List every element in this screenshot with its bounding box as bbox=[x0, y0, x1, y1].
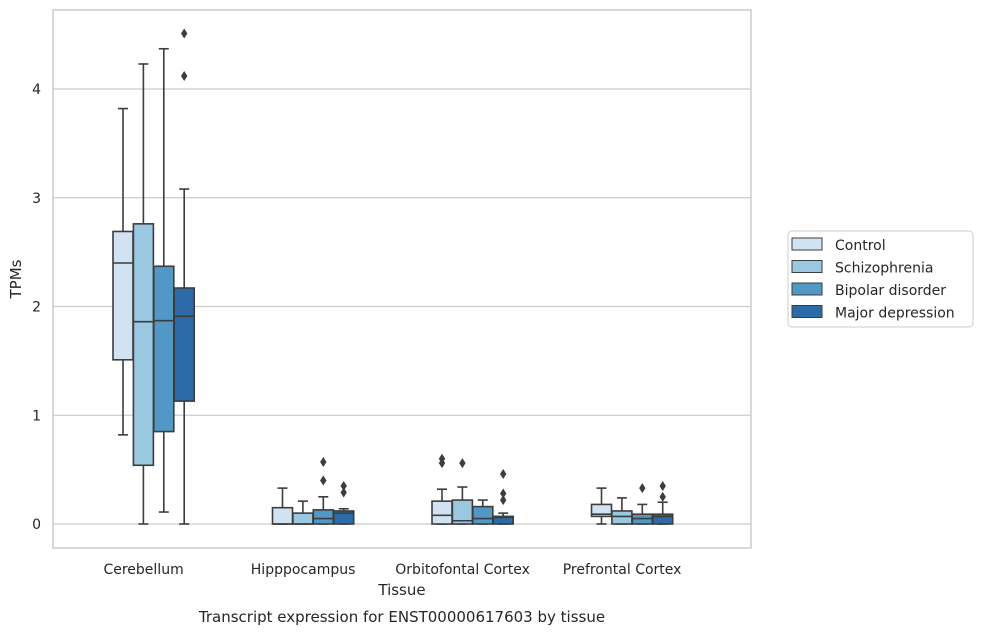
y-tick-label: 0 bbox=[32, 517, 41, 533]
box-major-depression bbox=[332, 480, 355, 525]
outlier-point bbox=[181, 28, 188, 39]
y-tick-label: 1 bbox=[32, 408, 41, 424]
legend-frame bbox=[787, 230, 974, 328]
box-control bbox=[431, 453, 453, 525]
box-schizophrenia bbox=[132, 63, 155, 525]
box-major-depression bbox=[651, 480, 674, 525]
y-axis-label: TPMs bbox=[7, 259, 25, 299]
box-iqr bbox=[153, 265, 175, 433]
box-bipolar-disorder bbox=[471, 499, 494, 525]
legend-swatch bbox=[791, 282, 823, 296]
figure-caption: Transcript expression for ENST0000061760… bbox=[198, 608, 605, 626]
box-bipolar-disorder bbox=[631, 483, 654, 525]
box-schizophrenia bbox=[611, 497, 633, 525]
box-major-depression bbox=[492, 468, 515, 525]
legend-label: Bipolar disorder bbox=[835, 283, 946, 299]
outlier-point bbox=[659, 491, 666, 502]
box-iqr bbox=[431, 500, 453, 525]
outlier-point bbox=[181, 70, 188, 81]
outlier-point bbox=[340, 487, 347, 498]
axes: 0 1 2 3 4 Cerebellum Hipppocampus Orbitofontal … bbox=[32, 82, 681, 578]
outlier-point bbox=[320, 475, 327, 486]
box-iqr bbox=[611, 510, 633, 525]
outlier-point bbox=[438, 453, 446, 464]
outlier-point bbox=[340, 480, 347, 491]
outlier-point bbox=[659, 480, 666, 491]
legend-swatch bbox=[791, 305, 823, 318]
box-iqr bbox=[173, 287, 195, 402]
outlier-point bbox=[320, 457, 327, 468]
x-tick-label: Cerebellum bbox=[103, 562, 183, 578]
plot-frame bbox=[52, 9, 752, 549]
outlier-point bbox=[500, 488, 507, 499]
x-tick-label: Hipppocampus bbox=[251, 562, 356, 578]
box-bipolar-disorder bbox=[153, 47, 175, 513]
box-iqr bbox=[292, 512, 314, 525]
y-tick-label: 3 bbox=[32, 191, 41, 207]
x-axis-label: Tissue bbox=[377, 581, 425, 599]
outlier-point bbox=[639, 483, 646, 494]
legend-label: Schizophrenia bbox=[835, 261, 933, 277]
box-control bbox=[271, 487, 294, 525]
box-iqr bbox=[312, 509, 335, 525]
x-tick-label: Prefrontal Cortex bbox=[563, 562, 682, 578]
box-bipolar-disorder bbox=[312, 457, 335, 525]
legend-label: Control bbox=[835, 238, 886, 254]
box-iqr bbox=[471, 505, 494, 525]
outlier-point bbox=[500, 468, 507, 479]
outlier-point bbox=[459, 458, 466, 469]
box-iqr bbox=[332, 510, 355, 525]
box-major-depression bbox=[173, 28, 195, 525]
legend-label: Major depression bbox=[835, 306, 955, 322]
legend-swatch bbox=[791, 237, 823, 251]
legend: Control Schizophrenia Bipolar disorder Majo… bbox=[787, 230, 974, 328]
box-schizophrenia bbox=[451, 458, 474, 525]
box-control bbox=[112, 107, 134, 436]
legend-swatch bbox=[791, 260, 823, 273]
box-schizophrenia bbox=[292, 500, 314, 525]
box-iqr bbox=[492, 515, 515, 525]
box-iqr bbox=[651, 513, 674, 525]
box-series bbox=[112, 28, 674, 525]
box-iqr bbox=[112, 230, 134, 361]
y-tick-label: 2 bbox=[32, 300, 41, 316]
outlier-point bbox=[500, 495, 507, 506]
box-iqr bbox=[132, 223, 155, 467]
y-tick-label: 4 bbox=[32, 82, 41, 98]
x-tick-label: Orbitofontal Cortex bbox=[395, 562, 530, 578]
box-control bbox=[590, 487, 613, 525]
box-iqr bbox=[271, 506, 294, 525]
